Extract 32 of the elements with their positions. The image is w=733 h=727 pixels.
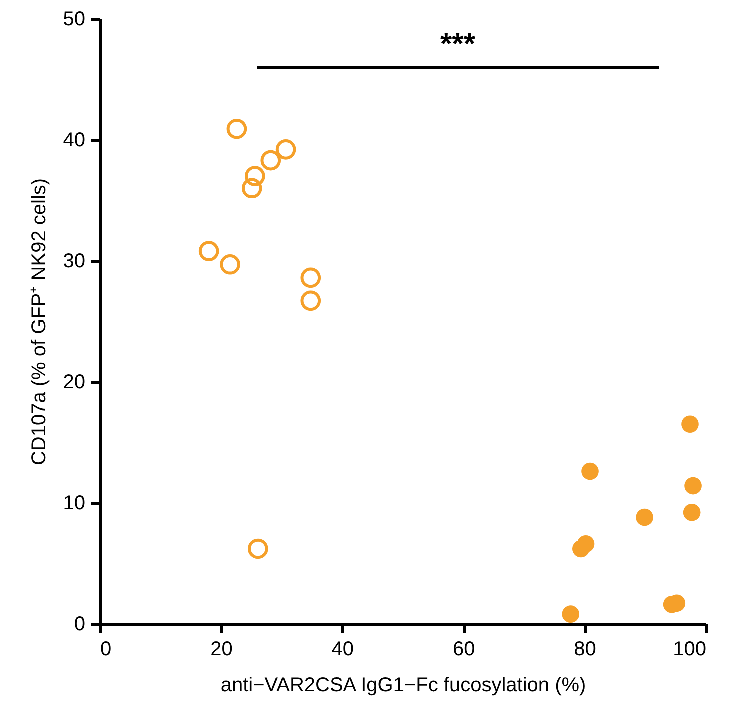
point bbox=[242, 178, 262, 199]
y-tick-label: 10 bbox=[63, 492, 86, 514]
point bbox=[300, 268, 322, 288]
point bbox=[683, 504, 701, 522]
point bbox=[244, 166, 266, 186]
point bbox=[226, 118, 248, 140]
x-tick-label: 20 bbox=[210, 638, 233, 660]
annotation: *** bbox=[439, 28, 477, 62]
point bbox=[682, 416, 699, 433]
y-tick-label: 30 bbox=[63, 250, 86, 272]
x-axis-title: anti−VAR2CSA IgG1−Fc fucosylation (%) bbox=[220, 674, 586, 696]
y-tick-label: 40 bbox=[63, 130, 86, 152]
point bbox=[300, 290, 322, 312]
x-tick-label: 100 bbox=[673, 638, 706, 660]
point bbox=[276, 140, 296, 160]
x-tick-label: 0 bbox=[100, 638, 112, 660]
point bbox=[198, 241, 220, 262]
y-tick-label: 50 bbox=[63, 8, 86, 30]
y-tick-label: 20 bbox=[63, 372, 86, 394]
point bbox=[582, 462, 599, 480]
point bbox=[220, 254, 240, 275]
point bbox=[248, 538, 268, 560]
point bbox=[684, 477, 702, 495]
x-tick-label: 80 bbox=[574, 638, 596, 660]
y-tick-label: 0 bbox=[74, 614, 86, 636]
x-tick-label: 60 bbox=[452, 638, 476, 660]
y-axis-title: CD107a (% of GFP⁺ NK92 cells) bbox=[28, 178, 50, 466]
point bbox=[636, 508, 654, 526]
x-tick-label: 40 bbox=[332, 638, 354, 660]
point bbox=[260, 150, 282, 171]
point bbox=[572, 540, 590, 558]
point bbox=[562, 606, 580, 623]
